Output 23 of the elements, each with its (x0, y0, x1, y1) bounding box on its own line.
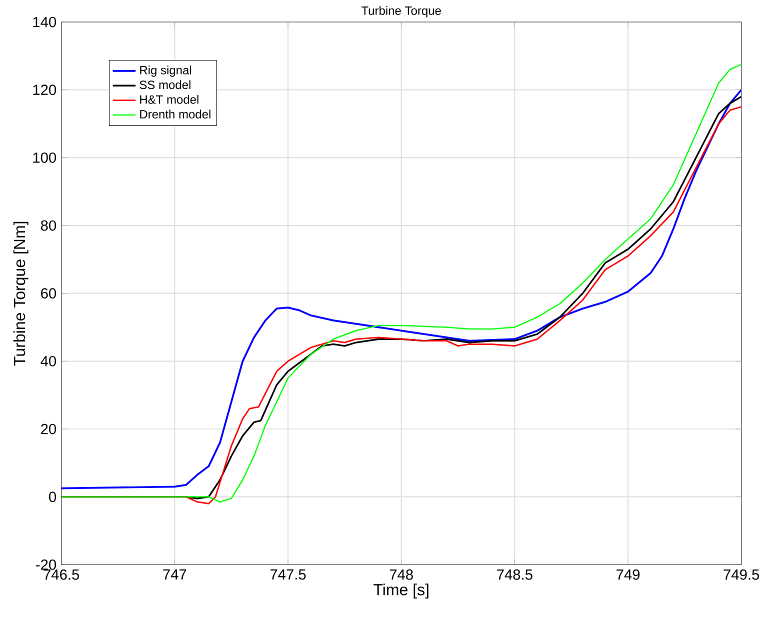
y-tick-label: 120 (33, 84, 56, 96)
y-tick-label: 40 (40, 356, 56, 366)
legend-label: Drenth model (140, 110, 210, 118)
y-tick-label: 0 (49, 492, 56, 502)
x-tick-label: 747 (163, 569, 186, 580)
chart-title: Turbine Torque (361, 6, 441, 18)
y-axis-title: Turbine Torque [Nm] (13, 222, 28, 366)
x-axis-title: Time [s] (374, 584, 428, 599)
x-tick-label: 748 (390, 569, 413, 580)
x-tick-label: 749.5 (724, 569, 760, 580)
x-tick-label: 746.5 (44, 569, 80, 580)
x-tick-label: 749 (616, 569, 640, 580)
y-tick-label: 140 (33, 16, 56, 28)
legend-label: SS model (140, 80, 190, 90)
x-tick-label: 748.5 (497, 569, 532, 580)
y-tick-label: 20 (41, 424, 56, 434)
y-tick-label: 100 (33, 152, 56, 163)
legend-label: H&T model (140, 94, 198, 104)
legend-label: Rig signal (140, 66, 192, 77)
x-tick-label: 747.5 (270, 569, 306, 580)
y-tick-label: 80 (40, 220, 56, 231)
y-tick-label: -20 (36, 559, 56, 570)
y-tick-label: 60 (41, 288, 56, 299)
